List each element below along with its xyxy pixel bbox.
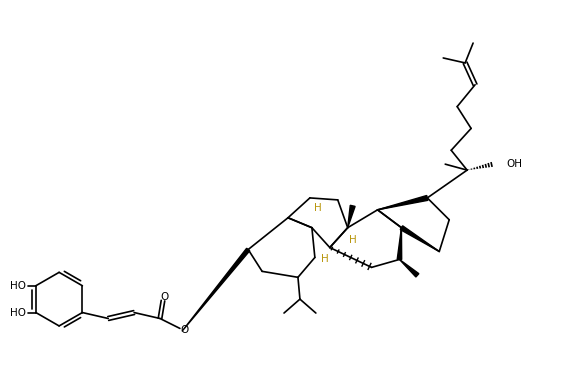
- Text: HO: HO: [10, 308, 26, 318]
- Polygon shape: [378, 196, 428, 210]
- Polygon shape: [400, 226, 439, 252]
- Polygon shape: [348, 205, 355, 228]
- Polygon shape: [182, 248, 250, 331]
- Text: H: H: [349, 234, 356, 244]
- Text: H: H: [321, 255, 329, 265]
- Polygon shape: [400, 259, 419, 277]
- Text: HO: HO: [10, 281, 26, 291]
- Text: O: O: [161, 292, 169, 302]
- Text: H: H: [314, 203, 321, 213]
- Text: OH: OH: [506, 159, 522, 169]
- Text: O: O: [181, 325, 189, 335]
- Polygon shape: [397, 228, 402, 260]
